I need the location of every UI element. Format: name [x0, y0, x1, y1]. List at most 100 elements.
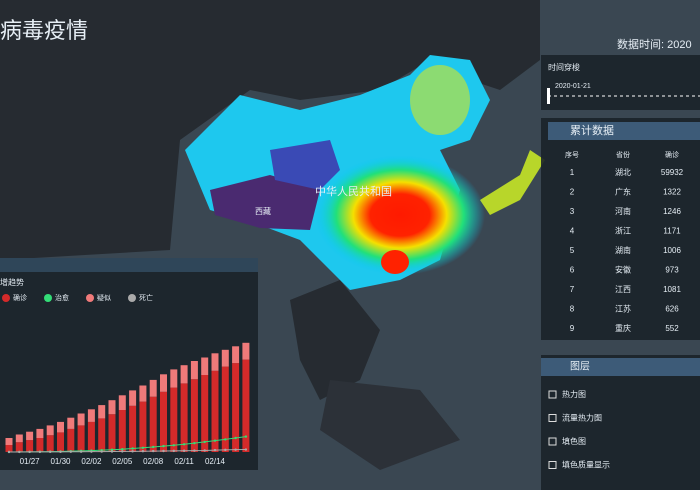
- point: [90, 450, 93, 453]
- table-cell: 浙江: [615, 226, 631, 236]
- point: [131, 450, 134, 453]
- bar: [139, 385, 147, 402]
- table-cell: 626: [665, 305, 679, 314]
- bar: [221, 349, 229, 367]
- table-cell: 重庆: [615, 323, 631, 333]
- table-cell: 7: [570, 285, 575, 294]
- point: [59, 450, 62, 454]
- bar: [170, 387, 178, 452]
- table-title: 累计数据: [570, 123, 614, 137]
- heat-spot: [410, 65, 470, 135]
- chart-title: 增趋势: [0, 277, 24, 287]
- table-cell: 1246: [663, 207, 681, 216]
- bar: [77, 425, 85, 452]
- point: [244, 435, 248, 438]
- point: [172, 444, 175, 447]
- x-tick-label: 02/05: [112, 457, 133, 466]
- point: [18, 450, 21, 454]
- data-time: 数据时间: 2020: [617, 37, 692, 51]
- point: [79, 450, 83, 453]
- heat-core: [315, 155, 485, 275]
- timeline-date: 2020-01-21: [555, 83, 591, 90]
- bar: [57, 421, 64, 433]
- bar: [108, 400, 116, 415]
- table-panel: [541, 118, 700, 340]
- layer-label[interactable]: 填色图: [562, 436, 586, 446]
- layers-panel: [541, 355, 700, 490]
- bar: [160, 391, 167, 452]
- bar: [87, 421, 95, 452]
- point: [110, 450, 114, 453]
- bar: [118, 395, 126, 410]
- land: [320, 380, 460, 470]
- bar: [98, 405, 106, 419]
- table-column-header: 序号: [565, 150, 579, 159]
- table-cell: 江苏: [615, 304, 631, 314]
- bar: [46, 425, 54, 436]
- legend-swatch: [128, 294, 136, 302]
- tibet: [210, 175, 320, 230]
- legend-label: 疑似: [97, 293, 111, 302]
- point: [121, 450, 124, 453]
- japan: [480, 150, 545, 215]
- point: [152, 445, 155, 449]
- table-cell: 973: [665, 266, 679, 275]
- point: [182, 449, 186, 452]
- point: [121, 448, 124, 451]
- bar: [36, 438, 44, 452]
- layer-checkbox[interactable]: [548, 414, 557, 422]
- point: [162, 444, 165, 448]
- bar: [87, 409, 95, 422]
- bar: [232, 363, 240, 452]
- bar: [98, 418, 106, 452]
- timeline-handle[interactable]: [547, 88, 550, 104]
- bar: [67, 417, 75, 429]
- heat-spot: [381, 250, 409, 274]
- x-tick-label: 02/14: [205, 457, 226, 466]
- bar: [149, 379, 157, 397]
- bar: [57, 432, 64, 452]
- table-cell: 湖南: [615, 245, 631, 255]
- table-cell: 8: [570, 305, 575, 314]
- point: [213, 448, 217, 452]
- bar: [15, 434, 23, 443]
- qinghai: [270, 140, 340, 190]
- bar: [149, 396, 157, 452]
- table-cell: 6: [570, 266, 575, 275]
- point: [38, 450, 42, 454]
- land: [290, 280, 380, 400]
- layer-checkbox[interactable]: [548, 461, 557, 469]
- legend-label: 确诊: [13, 293, 27, 302]
- bar: [108, 414, 116, 452]
- bar: [139, 401, 147, 452]
- point: [28, 450, 31, 454]
- legend-label: 治愈: [55, 293, 69, 302]
- bar: [211, 370, 219, 452]
- point: [203, 449, 206, 452]
- bar: [5, 438, 13, 445]
- point: [193, 441, 196, 445]
- table-cell: 2: [570, 188, 575, 197]
- legend-swatch: [44, 294, 52, 302]
- table-column-header: 确诊: [665, 150, 679, 159]
- layer-checkbox[interactable]: [548, 437, 557, 446]
- point: [100, 450, 103, 453]
- point: [131, 447, 134, 450]
- table-cell: 1: [570, 168, 575, 177]
- table-header-bar: [548, 122, 700, 140]
- bar: [221, 366, 229, 452]
- x-tick-label: 02/02: [81, 457, 102, 466]
- layer-checkbox[interactable]: [548, 390, 557, 399]
- timeline-panel: [541, 55, 700, 110]
- bar: [77, 413, 85, 426]
- layer-label[interactable]: 填色质量显示: [562, 460, 610, 470]
- bar: [190, 379, 198, 452]
- point: [141, 450, 145, 453]
- layer-label[interactable]: 热力图: [562, 389, 586, 399]
- layer-label[interactable]: 流量热力图: [562, 413, 602, 423]
- point: [172, 449, 175, 453]
- table-cell: 1322: [663, 188, 681, 197]
- table-cell: 广东: [615, 187, 631, 197]
- bar: [180, 365, 188, 384]
